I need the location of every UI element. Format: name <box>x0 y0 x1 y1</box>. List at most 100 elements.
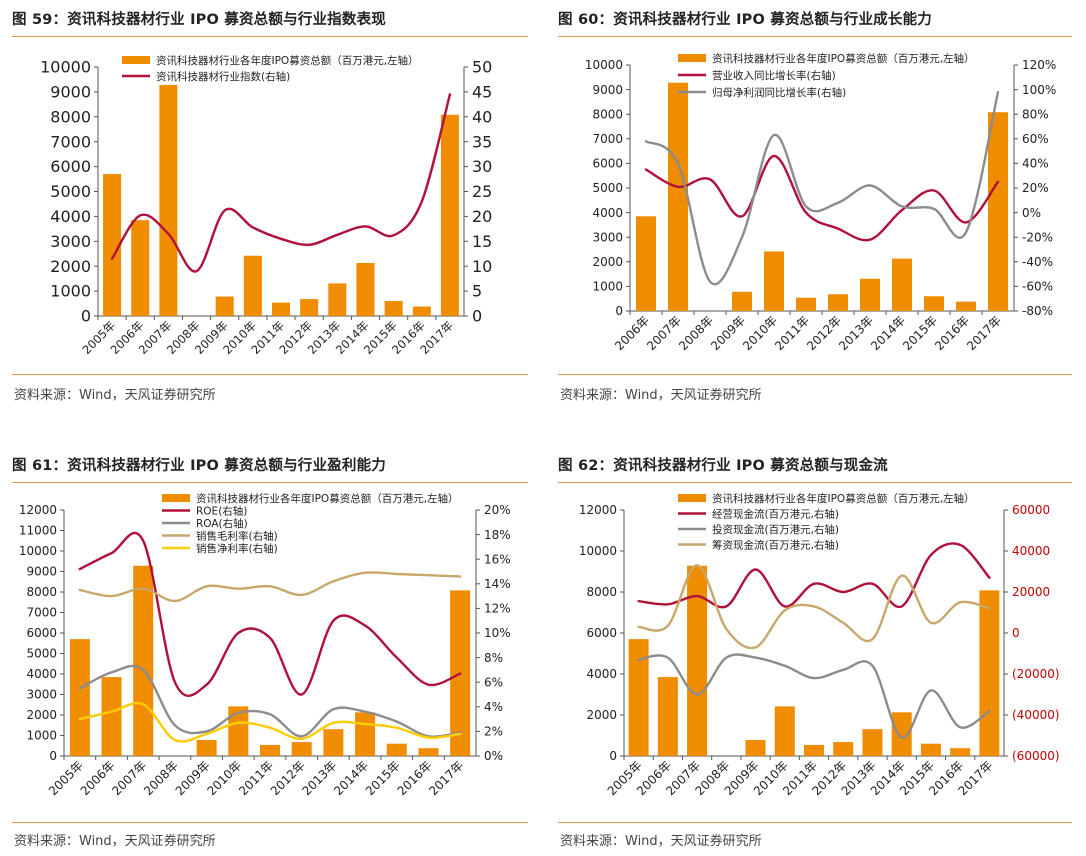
legend-label: 筹资现金流(百万港元,右轴) <box>712 538 839 551</box>
source-note: 资料来源：Wind，天风证券研究所 <box>560 388 762 403</box>
x-tick-label: 2008年 <box>141 758 181 798</box>
legend-label: 资讯科技器材行业各年度IPO募资总额（百万港元,左轴） <box>712 492 975 505</box>
x-tick-label: 2013年 <box>300 758 340 798</box>
right-tick-label: 25 <box>472 182 492 201</box>
legend-label: 资讯科技器材行业各年度IPO募资总额（百万港元,左轴） <box>712 52 975 65</box>
left-tick-label: 9000 <box>50 83 91 102</box>
left-tick-label: 6000 <box>26 626 57 640</box>
left-tick-label: 3000 <box>50 232 91 251</box>
right-tick-label: 15 <box>472 232 492 251</box>
right-tick-label: 40% <box>1022 157 1049 171</box>
x-tick-label: 2016年 <box>395 758 435 798</box>
chart-fig61: 0 1000 2000 3000 4000 5000 6000 7000 8000 9000 100… <box>19 492 511 798</box>
right-tick-label: 35 <box>472 132 492 151</box>
left-tick-label: 8000 <box>586 585 617 599</box>
bar <box>412 306 431 316</box>
x-tick-label: 2006年 <box>612 313 652 353</box>
left-tick-label: 6000 <box>50 157 91 176</box>
title-rule <box>558 482 1072 483</box>
bar <box>828 294 848 311</box>
left-tick-label: 2000 <box>26 708 57 722</box>
right-tick-label: 0 <box>1012 626 1020 640</box>
legend-label: 经营现金流(百万港元,右轴) <box>712 507 839 520</box>
left-axis: 0 1000 2000 3000 4000 5000 6000 7000 8000 9000 100… <box>40 58 99 326</box>
x-tick-label: 2017年 <box>964 313 1004 353</box>
right-tick-label: (20000) <box>1012 667 1060 681</box>
bar <box>920 743 941 756</box>
bar <box>386 743 407 756</box>
panel-title: 图 62：资讯科技器材行业 IPO 募资总额与现金流 <box>558 458 888 474</box>
x-tick-label: 2014年 <box>868 313 908 353</box>
bar <box>300 299 319 316</box>
left-tick-label: 7000 <box>592 132 623 146</box>
bar <box>732 291 752 311</box>
bar <box>272 302 290 316</box>
legend-label: 投资现金流(百万港元,右轴) <box>712 523 839 536</box>
source-rule <box>12 822 528 823</box>
left-tick-label: 8000 <box>592 107 623 121</box>
left-tick-label: 4000 <box>586 667 617 681</box>
bar <box>636 216 656 311</box>
x-tick-label: 2007年 <box>644 313 684 353</box>
left-tick-label: 9000 <box>592 83 623 97</box>
bar-series <box>103 84 459 316</box>
bar <box>860 278 880 311</box>
right-tick-label: 6% <box>484 675 503 689</box>
legend-swatch-bar <box>678 54 706 62</box>
right-tick-label: (40000) <box>1012 708 1060 722</box>
right-tick-label: 80% <box>1022 107 1049 121</box>
legend-swatch-bar <box>162 494 190 502</box>
left-axis: 0 1000 2000 3000 4000 5000 6000 7000 8000 9000 100… <box>19 503 65 763</box>
x-tick-label: 2013年 <box>836 313 876 353</box>
right-tick-label: 18% <box>484 528 511 542</box>
right-tick-label: 10 <box>472 257 492 276</box>
bar <box>745 740 766 756</box>
left-tick-label: 0 <box>609 749 617 763</box>
panel-fig61: 图 61：资讯科技器材行业 IPO 募资总额与行业盈利能力 0 1000 2000 3… <box>12 446 542 856</box>
left-tick-label: 7000 <box>26 606 57 620</box>
left-tick-label: 5000 <box>26 647 57 661</box>
legend-label: 销售净利率(右轴) <box>196 542 278 555</box>
left-tick-label: 1000 <box>26 729 57 743</box>
left-tick-label: 4000 <box>592 206 623 220</box>
right-tick-label: 8% <box>484 651 503 665</box>
chart-fig59: 0100020003000400050006000700080009000100… <box>40 54 492 357</box>
left-tick-label: 2000 <box>50 257 91 276</box>
left-tick-label: 3000 <box>26 688 57 702</box>
x-tick-label: 2008年 <box>676 313 716 353</box>
right-tick-label: 20 <box>472 207 492 226</box>
legend-label: ROA(右轴) <box>196 517 248 530</box>
left-tick-label: 6000 <box>586 626 617 640</box>
left-tick-label: 5000 <box>50 182 91 201</box>
series-line <box>78 664 462 738</box>
x-tick-label: 2015年 <box>900 313 940 353</box>
left-tick-label: 8000 <box>50 107 91 126</box>
x-tick-label: 2012年 <box>804 313 844 353</box>
source-note: 资料来源：Wind，天风证券研究所 <box>560 834 762 849</box>
x-tick-label: 2012年 <box>268 758 308 798</box>
bar <box>69 639 90 756</box>
bar <box>924 296 944 311</box>
source-rule <box>558 374 1072 375</box>
left-axis: 0 1000 2000 3000 4000 5000 6000 7000 8000 9000 100… <box>585 58 631 318</box>
series-line <box>644 90 1000 286</box>
right-tick-label: 4% <box>484 700 503 714</box>
right-tick-label: 50 <box>472 58 492 77</box>
right-tick-label: 0 <box>472 307 482 326</box>
bar <box>291 742 312 756</box>
legend-label: 销售毛利率(右轴) <box>196 529 278 542</box>
title-rule <box>558 36 1072 37</box>
x-tick-label: 2005年 <box>46 758 86 798</box>
bar-series <box>636 82 1008 312</box>
chart-fig62: 0 2000 4000 6000 8000 10000 12000 (60000) (40000… <box>579 492 1060 798</box>
left-tick-label: 0 <box>615 304 623 318</box>
panel-title: 图 61：资讯科技器材行业 IPO 募资总额与行业盈利能力 <box>12 458 386 474</box>
bar <box>323 729 344 756</box>
bar <box>988 112 1008 312</box>
left-tick-label: 10000 <box>19 544 57 558</box>
right-tick-label: 0% <box>484 749 503 763</box>
left-tick-label: 10000 <box>40 58 91 77</box>
left-tick-label: 2000 <box>592 255 623 269</box>
panel-title: 图 59：资讯科技器材行业 IPO 募资总额与行业指数表现 <box>12 12 386 28</box>
right-tick-label: 12% <box>484 602 511 616</box>
